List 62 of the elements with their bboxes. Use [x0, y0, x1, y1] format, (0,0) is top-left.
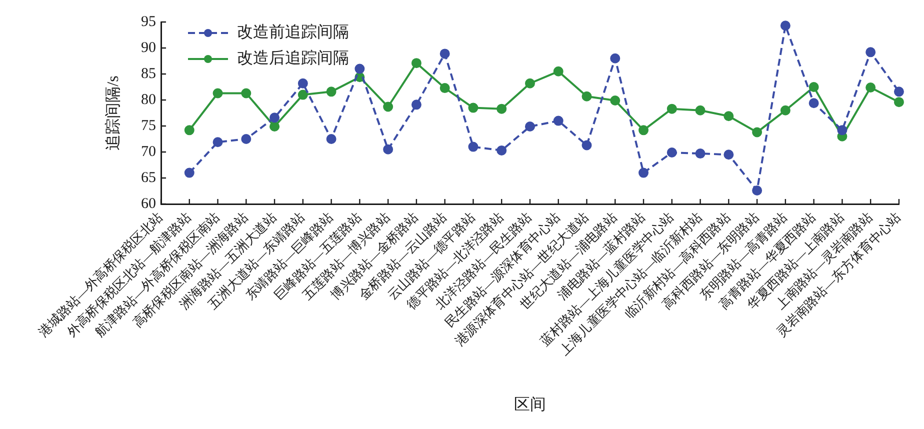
point	[524, 78, 535, 88]
legend-label: 改造后追踪间隔	[237, 49, 349, 68]
point	[524, 122, 535, 132]
point	[582, 91, 592, 102]
y-axis-title: 追踪间隔/s	[104, 76, 122, 150]
point	[298, 78, 308, 88]
point	[866, 47, 876, 58]
point	[383, 144, 394, 154]
point	[894, 97, 904, 108]
y-tick-label: 80	[141, 92, 156, 108]
x-axis-title: 区间	[514, 396, 546, 414]
y-tick-label: 85	[141, 66, 156, 82]
point	[894, 86, 904, 97]
point	[270, 112, 280, 123]
point	[638, 125, 649, 136]
point	[468, 102, 478, 113]
point	[411, 100, 422, 110]
point	[752, 185, 762, 196]
point	[496, 145, 507, 156]
point	[241, 88, 252, 98]
y-tick-label: 70	[141, 144, 156, 160]
point	[638, 168, 649, 178]
point	[666, 148, 677, 158]
point	[695, 148, 706, 159]
point	[780, 20, 790, 31]
point	[780, 105, 790, 116]
point	[837, 125, 848, 136]
point	[184, 125, 194, 136]
point	[553, 66, 564, 76]
point	[326, 86, 336, 97]
legend-label: 改造前追踪间隔	[237, 23, 349, 42]
point	[298, 90, 308, 100]
point	[808, 82, 819, 92]
y-tick-label: 95	[141, 14, 156, 30]
y-tick-label: 60	[141, 196, 156, 212]
point	[212, 137, 223, 148]
point	[383, 102, 394, 112]
point	[610, 96, 620, 106]
point	[582, 140, 592, 150]
point	[808, 98, 819, 108]
y-tick-label: 90	[141, 40, 156, 56]
point	[866, 82, 876, 93]
y-tick-label: 65	[141, 170, 156, 186]
point	[241, 134, 252, 144]
y-tick-label: 75	[141, 118, 156, 134]
point	[695, 105, 706, 116]
point	[440, 48, 450, 59]
point	[440, 83, 450, 94]
point	[184, 168, 194, 178]
point	[212, 88, 223, 98]
point	[354, 64, 365, 74]
point	[496, 104, 507, 114]
point	[553, 116, 564, 126]
point	[326, 134, 336, 144]
point	[270, 122, 280, 132]
point	[468, 142, 478, 152]
point	[752, 127, 762, 138]
point	[724, 150, 734, 160]
point	[610, 53, 620, 64]
point	[666, 104, 677, 114]
point	[724, 111, 734, 122]
point	[411, 58, 422, 68]
